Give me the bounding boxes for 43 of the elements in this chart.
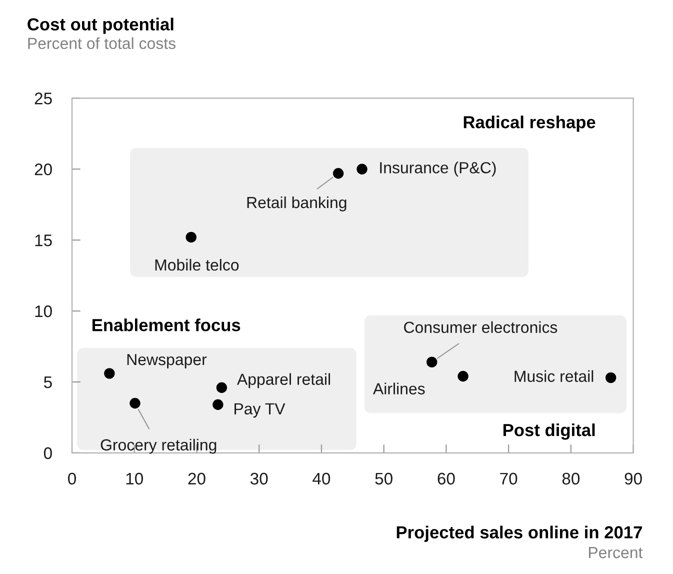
point <box>216 382 228 393</box>
annotation: Grocery retailing <box>100 438 216 454</box>
annotation: Post digital <box>503 423 595 440</box>
point <box>356 164 368 174</box>
y-tick-label: 25 <box>34 92 52 104</box>
annotation: Apparel retail <box>236 373 330 388</box>
x-axis-title: Projected sales online in 2017 <box>396 526 642 542</box>
x-tick-label: 60 <box>438 472 455 485</box>
point <box>332 168 344 179</box>
annotation: Newspaper <box>127 354 207 368</box>
x-tick-label: 40 <box>312 472 330 485</box>
text: Percent <box>588 547 643 558</box>
x-tick-label: 0 <box>68 472 76 485</box>
x-tick-label: 90 <box>624 472 642 485</box>
y-tick-label: 20 <box>34 164 52 176</box>
annotation: Pay TV <box>234 403 286 418</box>
y-tick-label: 15 <box>35 234 52 246</box>
annotation: Insurance (P&C) <box>380 162 496 177</box>
chart-title: Cost out potential <box>28 18 174 34</box>
annotation: Consumer electronics <box>404 321 558 334</box>
y-tick-label: 10 <box>35 305 52 318</box>
y-tick-label: 5 <box>44 376 52 388</box>
annotation: Music retail <box>514 370 594 382</box>
y-tick-label: 0 <box>44 447 52 460</box>
x-tick-label: 10 <box>126 472 143 485</box>
x-tick-label: 20 <box>188 472 206 485</box>
annotation: Retail banking <box>247 196 346 212</box>
annotation: Mobile telco <box>155 258 239 271</box>
x-tick-label: 70 <box>500 472 518 485</box>
point <box>605 372 616 384</box>
annotation: Airlines <box>372 382 425 394</box>
point <box>458 370 468 382</box>
x-tick-label: 30 <box>250 472 268 485</box>
point <box>426 356 438 368</box>
point <box>104 368 115 379</box>
point <box>212 399 224 410</box>
annotation: Enablement focus <box>92 318 240 332</box>
point <box>186 232 196 243</box>
chart-subtitle: Percent of total costs <box>28 37 176 50</box>
annotation: Radical reshape <box>464 116 596 132</box>
point <box>130 398 140 409</box>
x-tick-label: 50 <box>375 472 392 485</box>
x-tick-label: 80 <box>562 472 580 485</box>
